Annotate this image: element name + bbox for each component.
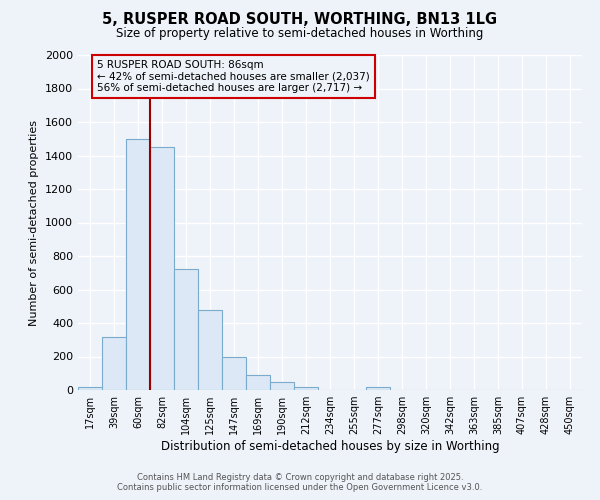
Text: Size of property relative to semi-detached houses in Worthing: Size of property relative to semi-detach… — [116, 28, 484, 40]
Bar — [222, 358, 246, 390]
Bar — [102, 337, 126, 390]
Text: 5 RUSPER ROAD SOUTH: 86sqm
← 42% of semi-detached houses are smaller (2,037)
56%: 5 RUSPER ROAD SOUTH: 86sqm ← 42% of semi… — [97, 60, 370, 93]
Bar — [150, 147, 174, 390]
Text: 5, RUSPER ROAD SOUTH, WORTHING, BN13 1LG: 5, RUSPER ROAD SOUTH, WORTHING, BN13 1LG — [103, 12, 497, 28]
Bar — [126, 138, 150, 390]
Bar — [294, 386, 318, 390]
Bar — [366, 386, 390, 390]
Bar — [270, 382, 294, 390]
Text: Contains HM Land Registry data © Crown copyright and database right 2025.
Contai: Contains HM Land Registry data © Crown c… — [118, 473, 482, 492]
Bar — [174, 268, 198, 390]
Bar — [246, 375, 270, 390]
X-axis label: Distribution of semi-detached houses by size in Worthing: Distribution of semi-detached houses by … — [161, 440, 499, 453]
Bar — [198, 310, 222, 390]
Y-axis label: Number of semi-detached properties: Number of semi-detached properties — [29, 120, 40, 326]
Bar — [78, 386, 102, 390]
